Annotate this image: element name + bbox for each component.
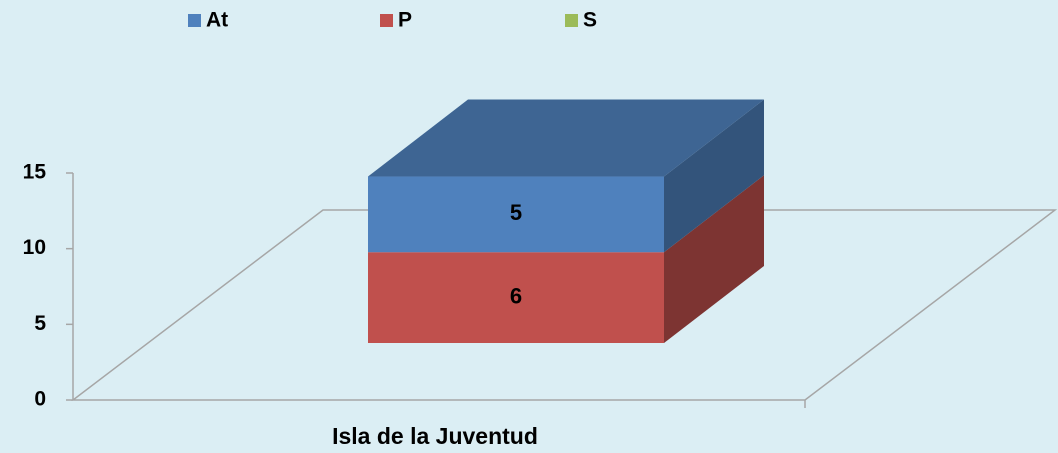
bar-side — [664, 99, 764, 253]
y-tick-label: 5 — [34, 312, 46, 335]
legend-swatch — [380, 14, 393, 27]
legend-swatch — [188, 14, 201, 27]
legend-label: P — [398, 9, 412, 32]
x-tick-label: Isla de la Juventud — [332, 423, 538, 449]
bar-top — [368, 99, 764, 177]
floor — [70, 209, 1058, 401]
legend-label: At — [206, 9, 228, 32]
y-tick-label: 0 — [34, 388, 46, 411]
legend-swatch — [565, 14, 578, 27]
data-label: 6 — [510, 283, 522, 308]
data-label: 5 — [510, 200, 522, 225]
y-tick-label: 15 — [23, 161, 47, 184]
bar — [368, 252, 664, 343]
legend-label: S — [583, 9, 597, 32]
bar — [368, 176, 664, 253]
bar-side — [664, 175, 764, 343]
y-tick-label: 10 — [23, 236, 46, 259]
